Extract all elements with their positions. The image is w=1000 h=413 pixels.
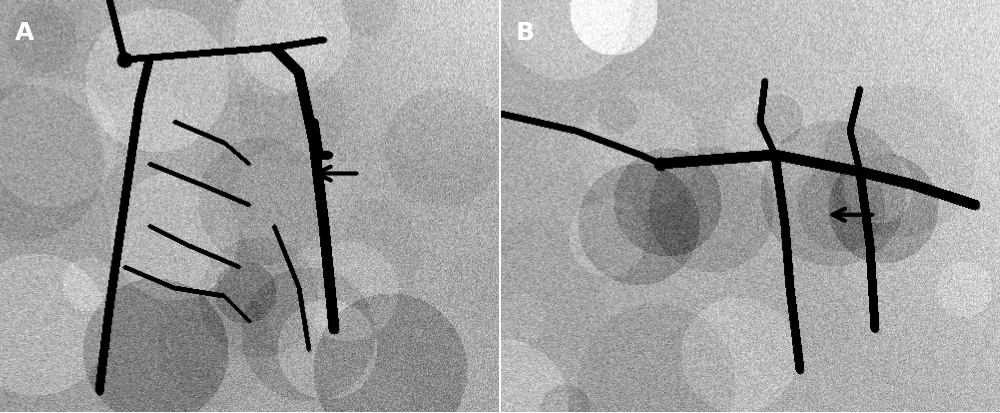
Text: A: A: [15, 21, 34, 45]
Text: B: B: [516, 21, 535, 45]
